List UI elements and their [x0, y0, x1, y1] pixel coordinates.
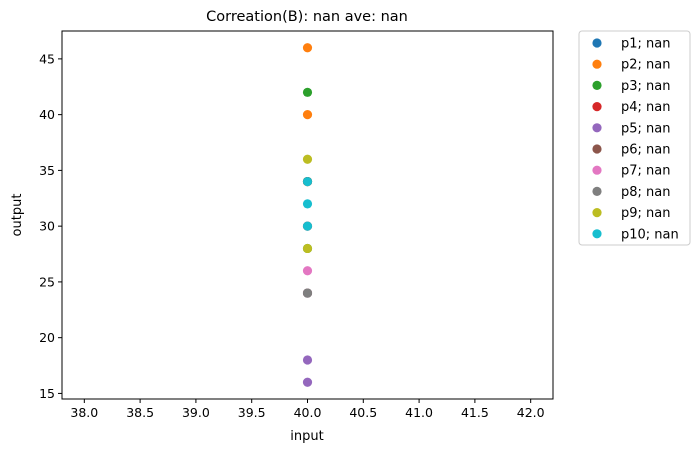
data-point-p8	[302, 288, 313, 298]
y-tick-label: 40	[39, 107, 55, 122]
legend-marker	[592, 123, 602, 133]
y-tick-label: 45	[39, 51, 55, 66]
data-point-p9	[302, 243, 313, 254]
legend-label: p1; nan	[621, 37, 670, 52]
legend-marker	[592, 59, 602, 69]
legend-label: p4; nan	[621, 100, 670, 115]
data-point-p10	[302, 199, 313, 209]
y-tick-label: 30	[39, 219, 55, 234]
legend-marker	[592, 38, 602, 48]
legend-label: p7; nan	[621, 164, 670, 179]
data-point-p10	[302, 176, 313, 187]
legend-label: p2; nan	[621, 58, 670, 73]
data-point-p5	[302, 355, 313, 365]
legend-marker	[592, 102, 602, 112]
y-tick-label: 35	[39, 163, 55, 178]
legend-label: p6; nan	[621, 143, 670, 158]
y-tick-label: 20	[39, 330, 55, 345]
x-tick-label: 40.5	[349, 405, 377, 420]
data-points	[302, 43, 313, 387]
legend-label: p3; nan	[621, 79, 670, 94]
legend-marker	[592, 229, 602, 239]
x-tick-label: 41.0	[405, 405, 433, 420]
legend: p1; nan p2; nan p3; nan p4; nan p5; nan p6; n…	[578, 30, 691, 246]
legend-frame	[578, 30, 691, 246]
data-point-p3	[302, 87, 313, 97]
legend-marker	[592, 80, 602, 90]
data-point-p10	[302, 221, 313, 231]
x-tick-label: 39.5	[238, 405, 266, 420]
y-tick-label: 25	[39, 274, 55, 289]
x-tick-label: 42.0	[517, 405, 545, 420]
y-axis: 15 20 25 30 35 40 45	[39, 51, 62, 401]
x-tick-label: 41.5	[461, 405, 489, 420]
x-tick-label: 39.0	[182, 405, 210, 420]
legend-label: p8; nan	[621, 185, 670, 200]
legend-marker	[592, 208, 602, 218]
legend-label: p9; nan	[621, 206, 670, 221]
y-tick-label: 15	[39, 386, 55, 401]
chart-title: Correation(B): nan ave: nan	[206, 9, 408, 25]
x-axis: 38.0 38.5 39.0 39.5 40.0 40.5 41.0 41.5 42.0	[70, 399, 545, 420]
data-point-p2	[302, 43, 313, 53]
data-point-p9	[302, 154, 313, 164]
x-tick-label: 40.0	[294, 405, 322, 420]
legend-marker	[592, 144, 602, 154]
x-tick-label: 38.0	[70, 405, 98, 420]
y-axis-label: output	[10, 194, 25, 237]
data-point-p7	[302, 266, 313, 276]
legend-marker	[592, 165, 602, 175]
legend-marker	[592, 186, 602, 196]
x-tick-label: 38.5	[126, 405, 154, 420]
plot-frame	[61, 30, 554, 400]
data-point-p2	[302, 110, 313, 120]
data-point-p5	[302, 377, 313, 387]
legend-label: p5; nan	[621, 121, 670, 136]
legend-label: p10; nan	[621, 227, 679, 242]
x-axis-label: input	[290, 429, 323, 444]
